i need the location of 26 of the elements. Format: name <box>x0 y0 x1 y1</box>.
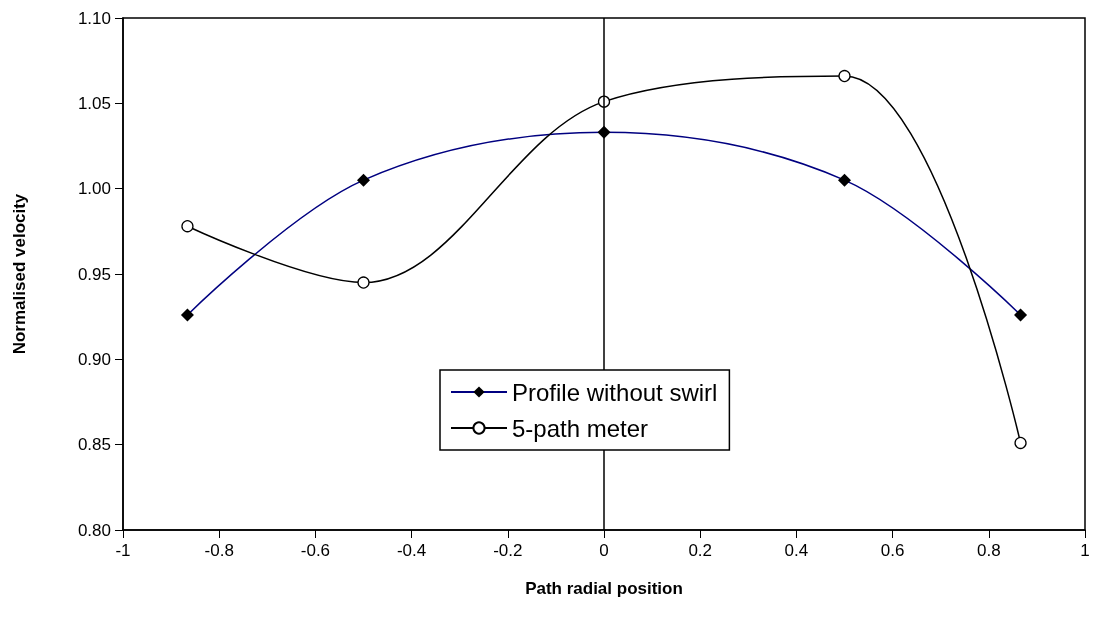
x-tick-label: -0.6 <box>300 541 331 560</box>
legend-label: 5-path meter <box>512 414 649 442</box>
point <box>181 220 194 233</box>
point <box>357 276 370 289</box>
point <box>1014 436 1027 450</box>
x-tick-label: 0.4 <box>784 541 809 560</box>
y-tick-label: 0.90 <box>77 349 111 369</box>
y-tick-label: 1.10 <box>77 8 111 28</box>
y-tick-label: 0.85 <box>77 435 111 455</box>
legend-label: Profile without swirl <box>512 378 718 406</box>
y-tick-label: 1.00 <box>77 179 111 199</box>
x-axis-title: Path radial position <box>525 579 683 598</box>
y-tick-label: 0.95 <box>77 264 111 284</box>
y-axis-title: Normalised velocity <box>10 193 29 355</box>
y-tick-label: 1.05 <box>77 93 111 113</box>
x-tick-label: -0.8 <box>204 541 234 560</box>
y-tick-label: 0.80 <box>77 520 111 540</box>
x-tick-label: 0 <box>599 541 609 560</box>
x-tick-label: 0.2 <box>688 541 713 560</box>
x-tick-label: 1 <box>1080 541 1090 560</box>
x-tick-label: 0.8 <box>976 541 1001 560</box>
x-tick-label: -1 <box>115 541 131 560</box>
x-tick-label: -0.4 <box>396 541 427 560</box>
x-tick-label: -0.2 <box>493 541 523 560</box>
x-tick-label: 0.6 <box>880 541 905 560</box>
point <box>838 69 851 83</box>
